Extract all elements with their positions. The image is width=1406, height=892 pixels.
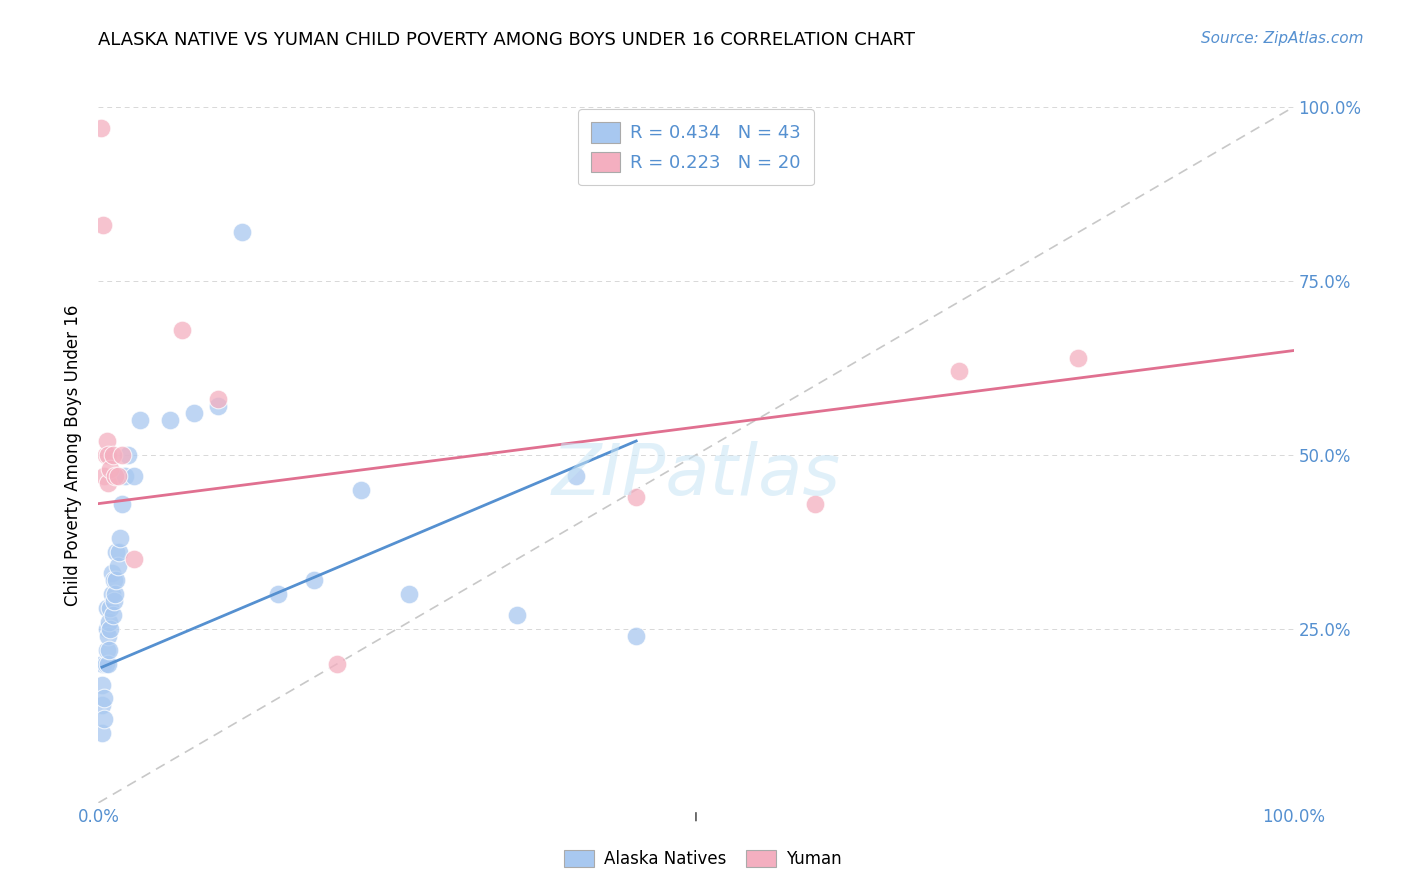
Point [96, 622, 118, 636]
Point [117, 448, 139, 462]
Point [350, 483, 373, 497]
Point [107, 468, 129, 483]
Point [207, 399, 229, 413]
Point [107, 545, 129, 559]
Point [101, 607, 124, 622]
Point [98, 462, 122, 476]
Point [626, 490, 648, 504]
Text: ZIPatlas: ZIPatlas [551, 442, 841, 510]
Point [104, 468, 127, 483]
Point [398, 587, 420, 601]
Point [91, 698, 114, 713]
Point [108, 532, 131, 546]
Legend: R = 0.434   N = 43, R = 0.223   N = 20: R = 0.434 N = 43, R = 0.223 N = 20 [578, 109, 814, 186]
Point [183, 406, 205, 420]
Point [93, 691, 115, 706]
Point [96, 434, 118, 448]
Point [91, 219, 114, 233]
Point [105, 545, 128, 559]
Point [100, 587, 122, 601]
Point [804, 497, 827, 511]
Point [124, 552, 146, 566]
Point [96, 601, 118, 615]
Point [91, 726, 114, 740]
Point [267, 587, 290, 601]
Point [103, 594, 125, 608]
Point [111, 448, 134, 462]
Point [506, 607, 529, 622]
Point [96, 642, 118, 657]
Point [98, 615, 121, 629]
Point [97, 657, 120, 671]
Point [91, 677, 114, 691]
Point [326, 657, 349, 671]
Point [100, 566, 122, 581]
Point [302, 573, 325, 587]
Point [159, 413, 181, 427]
Point [124, 468, 146, 483]
Point [97, 629, 120, 643]
Point [626, 629, 648, 643]
Point [105, 573, 128, 587]
Point [231, 225, 253, 239]
Point [94, 657, 117, 671]
Point [97, 448, 120, 462]
Point [107, 559, 129, 574]
Point [90, 120, 112, 135]
Point [98, 622, 122, 636]
Point [94, 448, 117, 462]
Point [207, 392, 229, 407]
Y-axis label: Child Poverty Among Boys Under 16: Child Poverty Among Boys Under 16 [65, 304, 83, 606]
Point [111, 497, 134, 511]
Point [91, 657, 114, 671]
Point [172, 323, 194, 337]
Point [948, 364, 970, 378]
Point [97, 475, 120, 490]
Point [565, 468, 588, 483]
Point [1067, 351, 1090, 365]
Point [101, 448, 124, 462]
Point [104, 587, 127, 601]
Point [98, 642, 121, 657]
Point [129, 413, 152, 427]
Point [114, 468, 136, 483]
Point [103, 573, 125, 587]
Point [93, 712, 115, 726]
Text: ALASKA NATIVE VS YUMAN CHILD POVERTY AMONG BOYS UNDER 16 CORRELATION CHART: ALASKA NATIVE VS YUMAN CHILD POVERTY AMO… [98, 31, 915, 49]
Point [93, 468, 115, 483]
Legend: Alaska Natives, Yuman: Alaska Natives, Yuman [557, 843, 849, 875]
Point [98, 601, 122, 615]
Text: Source: ZipAtlas.com: Source: ZipAtlas.com [1201, 31, 1364, 46]
